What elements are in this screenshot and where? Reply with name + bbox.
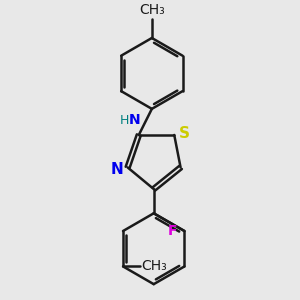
Text: S: S (179, 126, 190, 141)
Text: F: F (168, 224, 178, 238)
Text: H: H (120, 113, 130, 127)
Text: N: N (110, 162, 123, 177)
Text: CH₃: CH₃ (142, 260, 167, 273)
Text: CH₃: CH₃ (139, 4, 165, 17)
Text: N: N (129, 113, 141, 127)
